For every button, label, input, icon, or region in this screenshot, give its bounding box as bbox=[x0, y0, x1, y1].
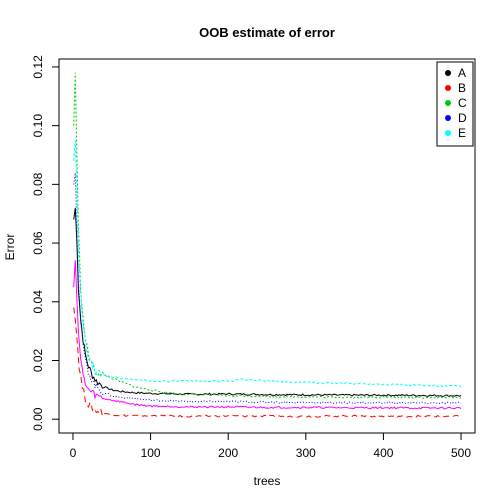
y-tick-label: 0.02 bbox=[31, 348, 45, 372]
x-tick-label: 200 bbox=[218, 446, 238, 460]
legend-marker-a bbox=[445, 70, 451, 76]
legend-marker-c bbox=[445, 100, 451, 106]
chart-title: OOB estimate of error bbox=[199, 25, 335, 40]
legend-label-e: E bbox=[458, 126, 466, 140]
y-tick-label: 0.08 bbox=[31, 172, 45, 196]
plot-frame bbox=[58, 58, 476, 434]
series-line-e bbox=[73, 140, 462, 388]
y-tick-label: 0.00 bbox=[31, 407, 45, 431]
x-tick-label: 500 bbox=[451, 446, 471, 460]
series-line-b bbox=[73, 72, 462, 399]
legend-marker-d bbox=[445, 115, 451, 121]
series-layer bbox=[73, 72, 462, 418]
y-tick-label: 0.12 bbox=[31, 55, 45, 79]
series-line-d bbox=[73, 260, 462, 410]
legend-label-d: D bbox=[458, 111, 467, 125]
legend-label-b: B bbox=[458, 81, 466, 95]
y-tick-label: 0.06 bbox=[31, 231, 45, 255]
x-axis: 0 100 200 300 400 500 bbox=[70, 433, 471, 460]
legend-label-c: C bbox=[458, 96, 467, 110]
x-tick-label: 300 bbox=[296, 446, 316, 460]
y-axis-label: Error bbox=[3, 234, 17, 261]
legend-label-a: A bbox=[458, 66, 466, 80]
x-axis-label: trees bbox=[254, 474, 281, 488]
legend-marker-b bbox=[445, 85, 451, 91]
series-line-oob bbox=[73, 207, 462, 398]
y-tick-label: 0.04 bbox=[31, 290, 45, 314]
y-axis: 0.00 0.02 0.04 0.06 0.08 0.10 0.12 bbox=[31, 55, 59, 431]
x-tick-label: 400 bbox=[373, 446, 393, 460]
legend-marker-e bbox=[445, 130, 451, 136]
x-tick-label: 100 bbox=[141, 446, 161, 460]
series-line-a bbox=[73, 307, 462, 418]
legend-box bbox=[436, 61, 474, 147]
x-tick-label: 0 bbox=[70, 446, 77, 460]
y-tick-label: 0.10 bbox=[31, 114, 45, 138]
series-line-c bbox=[73, 172, 462, 405]
